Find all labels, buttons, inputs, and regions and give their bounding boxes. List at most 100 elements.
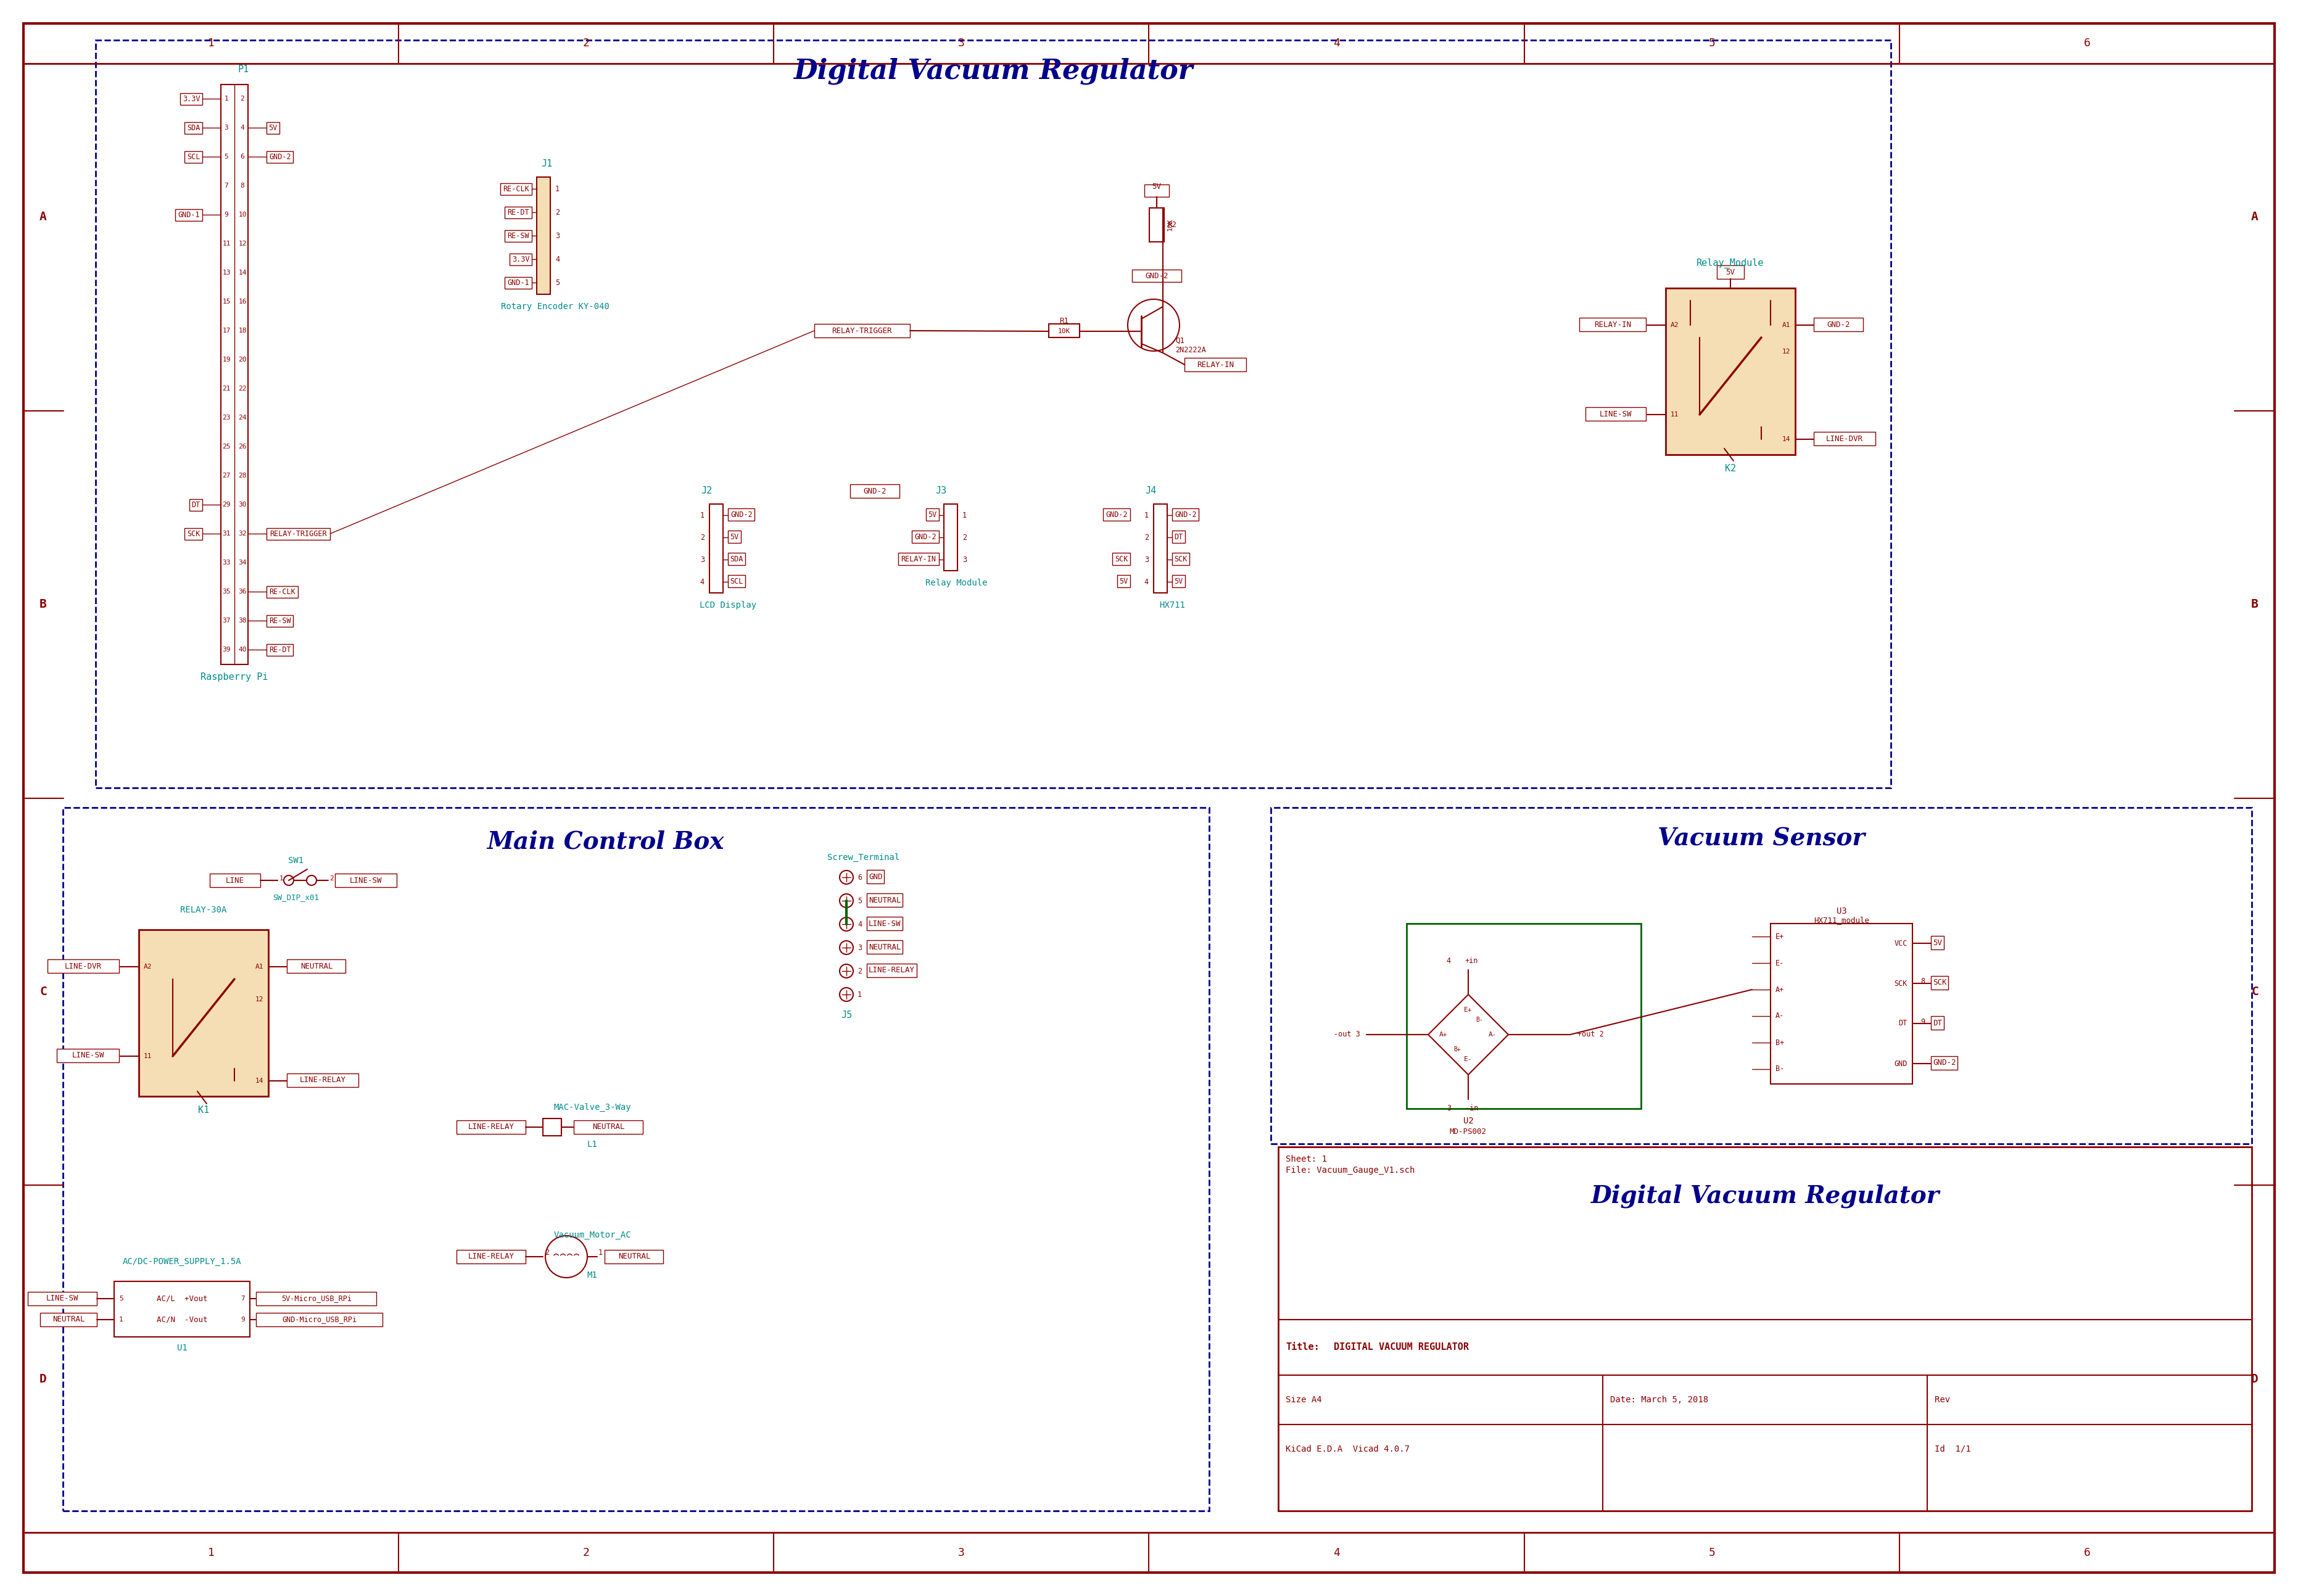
Bar <box>138 930 269 1096</box>
Text: J5: J5 <box>841 1010 853 1020</box>
Bar <box>184 121 202 134</box>
Text: LINE-RELAY: LINE-RELAY <box>299 1076 345 1084</box>
Text: NEUTRAL: NEUTRAL <box>301 962 333 970</box>
Text: Rev: Rev <box>1935 1395 1951 1404</box>
Bar <box>184 528 202 539</box>
Text: 9: 9 <box>225 212 228 217</box>
Text: RE-DT: RE-DT <box>508 207 529 215</box>
Text: 1: 1 <box>280 876 283 881</box>
Text: NEUTRAL: NEUTRAL <box>618 1253 650 1261</box>
Text: 4: 4 <box>1144 578 1149 586</box>
Text: RE-SW: RE-SW <box>508 231 529 239</box>
Text: 1: 1 <box>963 511 967 519</box>
Text: 9: 9 <box>241 1317 246 1323</box>
Text: +in: +in <box>1466 956 1478 964</box>
Text: GND-2: GND-2 <box>731 511 751 519</box>
Bar <box>944 504 958 571</box>
Text: 37: 37 <box>223 618 230 624</box>
Text: NEUTRAL: NEUTRAL <box>53 1315 85 1323</box>
Text: 4: 4 <box>1445 956 1450 964</box>
Text: 1: 1 <box>857 991 862 999</box>
Text: Sheet: 1: Sheet: 1 <box>1285 1156 1326 1163</box>
Bar <box>209 873 260 887</box>
Bar <box>1586 407 1645 421</box>
Text: 2: 2 <box>1144 533 1149 541</box>
Text: 5: 5 <box>1707 38 1714 49</box>
Text: A+: A+ <box>1776 986 1783 994</box>
Bar <box>267 586 299 597</box>
Text: 12: 12 <box>239 241 246 247</box>
Text: DIGITAL VACUUM REGULATOR: DIGITAL VACUUM REGULATOR <box>1333 1342 1468 1352</box>
Bar <box>1112 552 1131 565</box>
Bar <box>287 959 345 974</box>
Bar <box>1271 808 2252 1144</box>
Text: NEUTRAL: NEUTRAL <box>869 895 901 903</box>
Text: 5: 5 <box>556 279 561 287</box>
Bar <box>1930 1057 1958 1069</box>
Text: 3: 3 <box>701 555 705 563</box>
Bar <box>1183 358 1246 372</box>
Bar <box>287 1074 358 1087</box>
Text: File: Vacuum_Gauge_V1.sch: File: Vacuum_Gauge_V1.sch <box>1285 1167 1416 1175</box>
Bar <box>813 324 910 337</box>
Text: Size A4: Size A4 <box>1285 1395 1321 1404</box>
Text: DT: DT <box>1174 533 1183 541</box>
Text: Main Control Box: Main Control Box <box>487 830 724 854</box>
Text: P1: P1 <box>239 64 248 73</box>
Text: 7: 7 <box>241 1296 246 1302</box>
Bar <box>221 85 248 664</box>
Bar <box>501 184 531 195</box>
Text: 3: 3 <box>958 38 965 49</box>
Text: RELAY-IN: RELAY-IN <box>901 555 935 563</box>
Text: AC/DC-POWER_SUPPLY_1.5A: AC/DC-POWER_SUPPLY_1.5A <box>122 1258 241 1266</box>
Text: GND-2: GND-2 <box>864 487 887 495</box>
Bar <box>506 206 531 219</box>
Text: 4: 4 <box>241 124 244 131</box>
Bar <box>1172 575 1186 587</box>
Bar <box>899 552 940 565</box>
Text: HX711_module: HX711_module <box>1813 916 1868 924</box>
Text: 2: 2 <box>556 207 561 215</box>
Text: LINE-RELAY: LINE-RELAY <box>869 967 915 975</box>
Text: LINE-RELAY: LINE-RELAY <box>469 1124 515 1132</box>
Text: A-: A- <box>1776 1012 1783 1020</box>
Text: SCK: SCK <box>1115 555 1128 563</box>
Text: 5V: 5V <box>1119 578 1128 586</box>
Text: 8: 8 <box>1921 977 1926 986</box>
Text: LINE-RELAY: LINE-RELAY <box>469 1253 515 1261</box>
Bar <box>97 40 1891 788</box>
Text: 12: 12 <box>1781 348 1790 354</box>
Text: 10K: 10K <box>1167 219 1174 231</box>
Text: +out 2: +out 2 <box>1576 1031 1604 1039</box>
Text: U2: U2 <box>1464 1117 1473 1125</box>
Text: Date: March 5, 2018: Date: March 5, 2018 <box>1611 1395 1707 1404</box>
Text: 17: 17 <box>223 327 230 334</box>
Text: SCK: SCK <box>1174 555 1188 563</box>
Text: 5V: 5V <box>928 511 938 519</box>
Text: 2: 2 <box>584 1547 591 1558</box>
Text: DT: DT <box>1933 1018 1942 1026</box>
Text: 1: 1 <box>597 1250 602 1258</box>
Text: 18: 18 <box>239 327 246 334</box>
Text: LINE-DVR: LINE-DVR <box>1827 434 1864 442</box>
Text: 1: 1 <box>207 38 214 49</box>
Bar <box>1149 207 1165 243</box>
Text: GND: GND <box>869 873 882 881</box>
Text: LCD Display: LCD Display <box>699 600 756 610</box>
Text: KiCad E.D.A  Vicad 4.0.7: KiCad E.D.A Vicad 4.0.7 <box>1285 1444 1409 1454</box>
Text: J2: J2 <box>701 485 712 495</box>
Bar <box>542 1119 561 1136</box>
Text: 2: 2 <box>857 967 862 975</box>
Bar <box>1154 504 1167 592</box>
Text: B: B <box>39 598 46 610</box>
Text: RE-DT: RE-DT <box>269 646 292 654</box>
Text: 1: 1 <box>119 1317 124 1323</box>
Text: GND-2: GND-2 <box>1144 271 1167 279</box>
Text: LINE-SW: LINE-SW <box>71 1052 103 1060</box>
Bar <box>457 1120 526 1133</box>
Text: SW1: SW1 <box>287 857 303 865</box>
Bar <box>179 93 202 105</box>
Text: SCK: SCK <box>1894 980 1907 988</box>
Text: AC/N  -Vout: AC/N -Vout <box>156 1315 207 1323</box>
Text: B: B <box>2252 598 2259 610</box>
